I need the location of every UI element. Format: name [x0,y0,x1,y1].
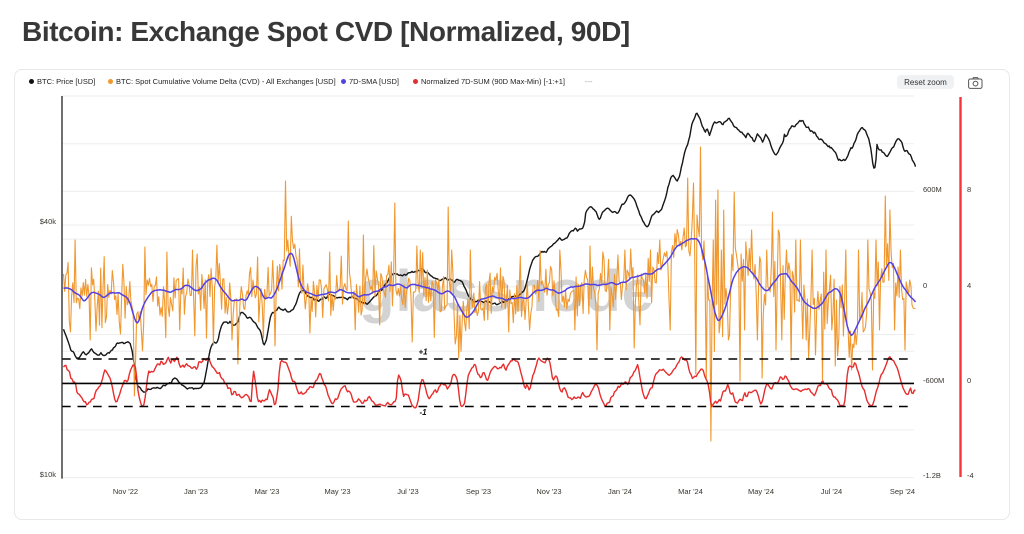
svg-text:-1: -1 [419,408,427,417]
svg-text:+1: +1 [418,348,428,357]
